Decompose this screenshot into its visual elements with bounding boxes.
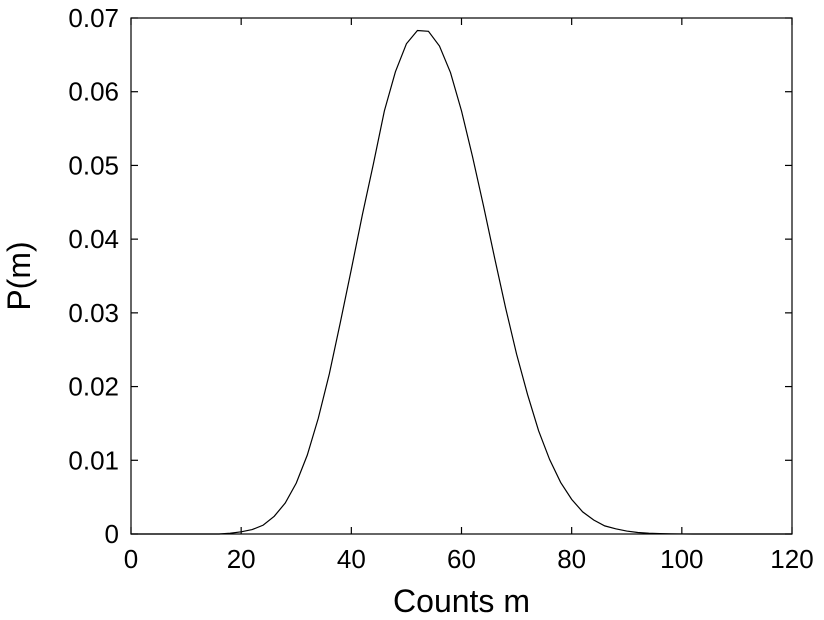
y-tick-label: 0.02	[68, 372, 119, 402]
y-tick-label: 0.06	[68, 77, 119, 107]
x-tick-label: 120	[770, 544, 813, 574]
plot-frame	[130, 17, 793, 535]
x-tick-label: 60	[447, 544, 476, 574]
y-axis-label: P(m)	[1, 241, 37, 310]
x-axis-label: Counts m	[393, 583, 530, 619]
x-tick-label: 40	[337, 544, 366, 574]
x-ticks: 0 20 40 60 80 100 120	[124, 18, 814, 574]
series-line-0	[131, 29, 792, 535]
axes	[130, 17, 793, 535]
x-tick-label: 0	[124, 544, 138, 574]
x-tick-label: 20	[227, 544, 256, 574]
y-tick-label: 0.04	[68, 224, 119, 254]
y-tick-label: 0.05	[68, 150, 119, 180]
x-tick-label: 100	[660, 544, 703, 574]
y-tick-label: 0	[105, 519, 119, 549]
x-tick-label: 80	[557, 544, 586, 574]
y-tick-label: 0.07	[68, 3, 119, 33]
series-layer	[131, 29, 792, 535]
y-tick-label: 0.01	[68, 445, 119, 475]
y-tick-label: 0.03	[68, 298, 119, 328]
y-ticks: 0 0.01 0.02 0.03 0.04 0.05 0.06 0.07	[68, 3, 792, 549]
